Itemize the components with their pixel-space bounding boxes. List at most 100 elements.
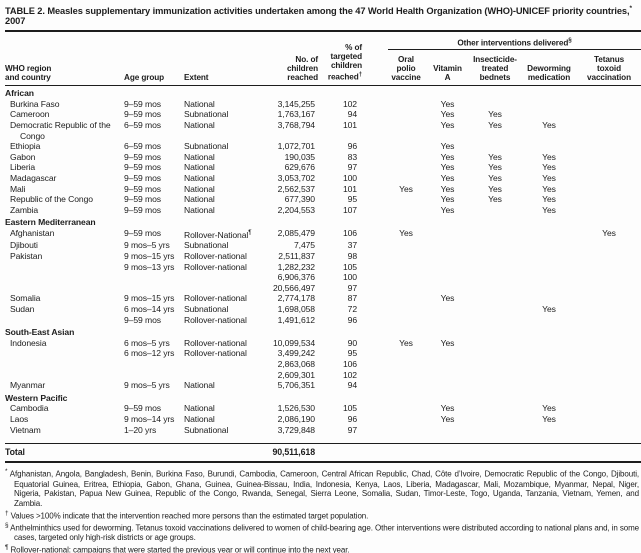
- cell-age-group: 6 mos–12 yrs: [124, 348, 175, 359]
- cell-tetanus: [577, 205, 641, 216]
- cell-age-group: 9 mos–5 yrs: [124, 380, 170, 391]
- cell-age-group: 9–59 mos: [124, 204, 161, 215]
- pct-footnote-marker: †: [358, 71, 363, 79]
- cell-tetanus: Yes: [602, 227, 616, 238]
- cell-bednets: [469, 141, 521, 152]
- cell-tetanus: [577, 283, 641, 294]
- spanner-text: Other interventions delivered: [457, 38, 569, 48]
- cell-tetanus: [577, 348, 641, 359]
- cell-oral-polio: [362, 162, 426, 173]
- cell-children-reached: 1,491,612: [277, 314, 315, 325]
- cell-extent: Subnational: [184, 240, 229, 251]
- cell-vitamin-a: [426, 251, 469, 262]
- footnote-marker: *: [5, 468, 8, 476]
- cell-pct-reached: 102: [342, 98, 357, 109]
- cell-bednets: [469, 348, 521, 359]
- cell-tetanus: [577, 152, 641, 163]
- cell-age-group: 9 mos–14 yrs: [124, 413, 175, 424]
- cell-children-reached: 1,763,167: [277, 109, 315, 120]
- table-row: 2,863,068 106: [5, 359, 641, 370]
- cell-bednets: [469, 205, 521, 216]
- cell-pct-reached: 97: [347, 424, 357, 435]
- cell-pct-reached: 105: [342, 403, 357, 414]
- cell-oral-polio: [362, 194, 426, 205]
- table-row: 6 mos–12 yrs Rollover-national 3,499,242 95: [5, 348, 641, 359]
- cell-deworming: Yes: [542, 204, 556, 215]
- table-row: Somalia 9 mos–15 yrs Rollover-national 2,77…: [5, 293, 641, 304]
- cell-pct-reached: 102: [342, 369, 357, 380]
- cell-deworming: Yes: [542, 120, 556, 131]
- cell-bednets: [469, 240, 521, 251]
- cell-pct-reached: 101: [342, 120, 357, 131]
- cell-children-reached: 3,729,848: [277, 424, 315, 435]
- table-row: Burkina Faso 9–59 mos National 3,145,255 102…: [5, 99, 641, 110]
- cell-oral-polio: [362, 205, 426, 216]
- cell-country: Democratic Republic of the Congo: [10, 120, 111, 141]
- header-pct-reached: % of targeted children reached†: [318, 31, 362, 86]
- cell-tetanus: [577, 359, 641, 370]
- cell-extent: Rollover-national: [184, 314, 247, 325]
- header-pct-text: % of targeted children reached: [327, 42, 362, 83]
- cell-extent: National: [184, 183, 215, 194]
- cell-oral-polio: Yes: [399, 337, 413, 348]
- cell-children-reached: 629,676: [284, 162, 315, 173]
- table-row: Cameroon 9–59 mos Subnational 1,763,167 94 Ye…: [5, 109, 641, 120]
- cell-children-reached: 10,099,534: [272, 337, 315, 348]
- cell-age-group: [124, 272, 184, 283]
- region-group-label: South-East Asian: [5, 327, 75, 338]
- cell-vitamin-a: [426, 348, 469, 359]
- table-row: Laos 9 mos–14 yrs National 2,086,190 96 Yes Ye…: [5, 414, 641, 425]
- table-row: Democratic Republic of the Congo 6–59 mos…: [5, 120, 641, 141]
- cell-deworming: Yes: [542, 194, 556, 205]
- cell-vitamin-a: [426, 262, 469, 273]
- cell-tetanus: [577, 304, 641, 315]
- cell-oral-polio: [362, 109, 426, 120]
- cell-bednets: [469, 403, 521, 414]
- cell-children-reached: 1,526,530: [277, 403, 315, 414]
- region-group-label: Western Pacific: [5, 392, 68, 403]
- cell-oral-polio: [362, 251, 426, 262]
- cell-country: Gabon: [10, 151, 36, 162]
- cell-tetanus: [577, 240, 641, 251]
- footnote-marker: ¶: [5, 544, 9, 552]
- cell-oral-polio: Yes: [399, 227, 413, 238]
- cell-age-group: 9–59 mos: [124, 194, 161, 205]
- cell-country: Pakistan: [10, 251, 43, 261]
- cell-deworming: [521, 380, 577, 391]
- cell-oral-polio: [362, 304, 426, 315]
- cell-bednets: [469, 251, 521, 262]
- header-deworming: Deworming medication: [527, 63, 571, 83]
- cell-deworming: [521, 251, 577, 262]
- cell-vitamin-a: Yes: [440, 162, 455, 173]
- cell-extent: Subnational: [184, 141, 229, 152]
- cell-oral-polio: Yes: [399, 183, 413, 194]
- header-oral-polio-vaccine: Oral polio vaccine: [391, 54, 421, 83]
- cell-children-reached: 190,035: [284, 151, 315, 162]
- cell-children-reached: 2,511,837: [278, 251, 315, 261]
- cell-pct-reached: 96: [347, 314, 357, 325]
- cell-vitamin-a: Yes: [440, 293, 455, 304]
- cell-children-reached: 3,499,242: [277, 348, 315, 359]
- cell-deworming: [521, 338, 577, 349]
- table-row: Indonesia 6 mos–5 yrs Rollover-national 10,…: [5, 338, 641, 349]
- cell-country: Afghanistan: [10, 227, 55, 238]
- cell-deworming: Yes: [542, 162, 556, 173]
- cell-bednets: Yes: [488, 151, 502, 162]
- cell-deworming: [521, 425, 577, 436]
- cell-oral-polio: [362, 315, 426, 326]
- cell-vitamin-a: Yes: [440, 413, 455, 424]
- cell-deworming: [521, 359, 577, 370]
- table-row: 2,609,301 102: [5, 370, 641, 381]
- cell-vitamin-a: [426, 315, 469, 326]
- cell-extent: National: [184, 98, 215, 109]
- cell-tetanus: [577, 414, 641, 425]
- cell-bednets: [469, 99, 521, 110]
- cell-extent: Rollover-national: [184, 251, 247, 261]
- table-row: Sudan 6 mos–14 yrs Subnational 1,698,058 72 Y…: [5, 304, 641, 315]
- total-value: 90,511,618: [272, 446, 315, 457]
- cell-country: Ethiopia: [10, 141, 41, 152]
- cell-extent: Rollover-national: [184, 337, 247, 348]
- cell-deworming: [521, 99, 577, 110]
- cell-country: Vietnam: [10, 424, 41, 435]
- cell-tetanus: [577, 272, 641, 283]
